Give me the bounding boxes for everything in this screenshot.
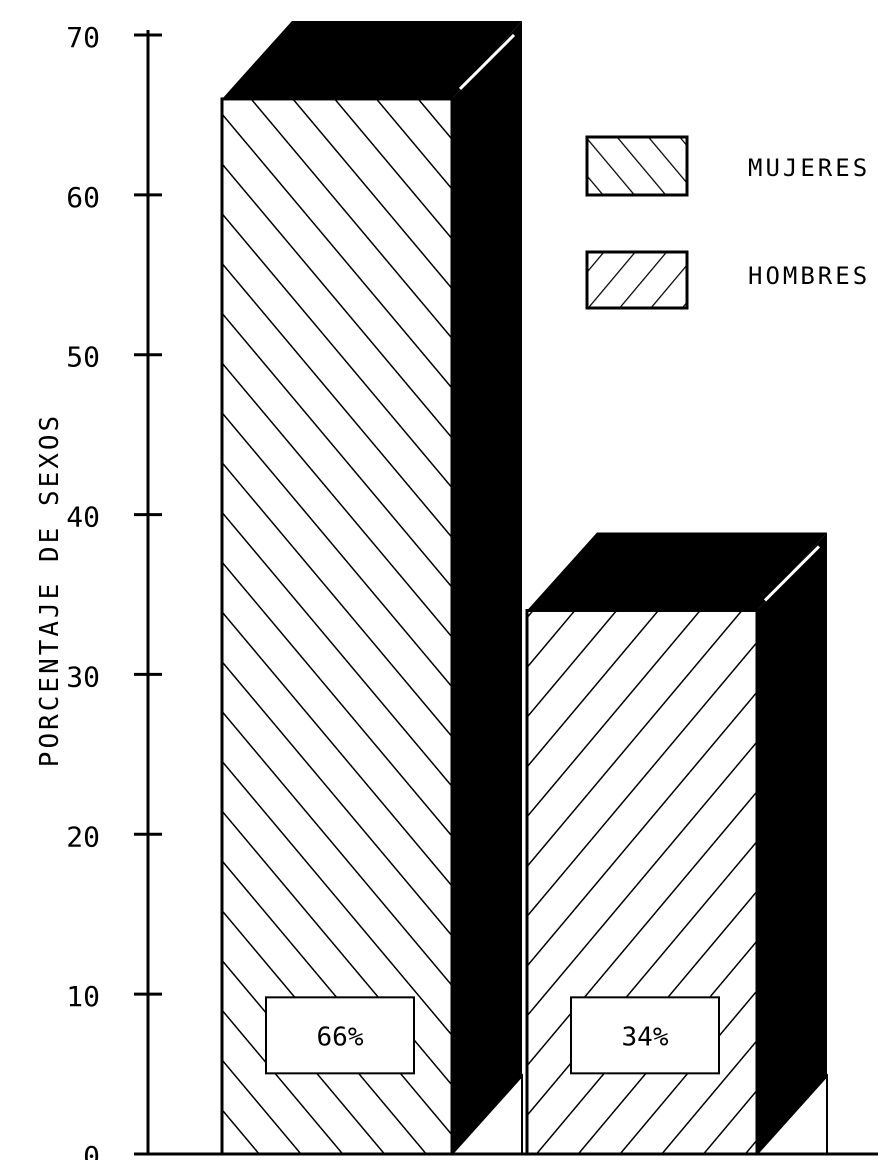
legend-swatch-mujeres: [585, 135, 689, 197]
y-tick-label: 0: [83, 1140, 100, 1160]
data-label: 66%: [317, 1022, 364, 1052]
bar-mujeres: 66%: [220, 20, 523, 1156]
bar-top-face: [527, 532, 827, 611]
data-label: 34%: [622, 1022, 669, 1052]
bar-front-face: [220, 97, 454, 1156]
data-label-box: [265, 996, 415, 1075]
legend-swatch-hombres: [585, 250, 689, 310]
bar-side-face: [452, 20, 522, 1154]
legend-label-mujeres: MUJERES: [748, 154, 870, 182]
y-tick-label: 20: [66, 820, 100, 853]
bar-hombres: 34%: [525, 532, 828, 1156]
y-axis-label: PORCENTAJE DE SEXOS: [35, 413, 65, 767]
bar-highlight: [763, 545, 821, 602]
bar-top-face: [222, 20, 522, 99]
legend: MUJERES HOMBRES: [585, 135, 870, 310]
bar-side-face: [757, 532, 827, 1154]
y-tick-label: 70: [66, 21, 100, 54]
legend-label-hombres: HOMBRES: [748, 262, 870, 290]
y-tick-label: 60: [66, 181, 100, 214]
y-ticks: 0 10 20 30 40 50 60 70: [66, 21, 162, 1160]
y-tick-label: 30: [66, 660, 100, 693]
bar-highlight: [458, 33, 516, 91]
y-tick-label: 50: [66, 341, 100, 374]
bars-layer: 66% 34%: [220, 20, 828, 1156]
y-tick-label: 40: [66, 501, 100, 534]
y-tick-label: 10: [66, 980, 100, 1013]
data-label-box: [570, 996, 720, 1075]
